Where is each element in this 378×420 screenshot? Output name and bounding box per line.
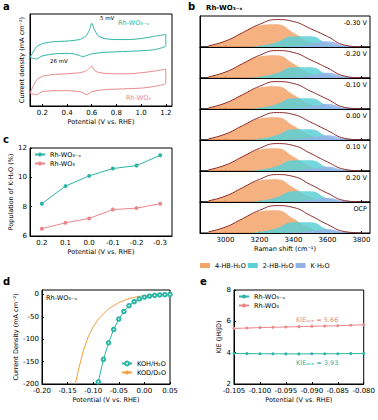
svg-text:-0.080: -0.080 (352, 387, 375, 395)
svg-text:Rh-WO₃: Rh-WO₃ (254, 302, 279, 310)
svg-text:-0.20 V: -0.20 V (344, 50, 368, 58)
svg-text:KIEₐᵥₑ = 3.93: KIEₐᵥₑ = 3.93 (296, 359, 338, 367)
svg-text:0.2: 0.2 (36, 239, 47, 247)
svg-text:0.00 V: 0.00 V (346, 112, 368, 120)
svg-text:Rh-WO₃: Rh-WO₃ (50, 160, 75, 168)
svg-text:Rh-WO₃₋ₓ: Rh-WO₃₋ₓ (118, 19, 149, 27)
svg-text:10: 10 (18, 173, 27, 181)
svg-text:3200: 3200 (251, 236, 269, 244)
svg-text:Potential (V vs. RHE): Potential (V vs. RHE) (67, 248, 134, 256)
svg-text:0.1: 0.1 (60, 239, 71, 247)
svg-text:-0.10: -0.10 (84, 387, 102, 395)
svg-text:-0.30 V: -0.30 V (344, 19, 368, 27)
svg-text:-150: -150 (23, 358, 39, 366)
svg-text:5 mV: 5 mV (100, 15, 115, 21)
svg-text:4-HB-H₂O: 4-HB-H₂O (215, 262, 246, 270)
svg-text:Current Density (mA cm⁻²): Current Density (mA cm⁻²) (12, 293, 20, 380)
svg-text:4: 4 (227, 349, 232, 357)
svg-text:-0.15: -0.15 (59, 387, 77, 395)
svg-text:KOD/D₂O: KOD/D₂O (137, 369, 166, 377)
svg-text:1.0: 1.0 (136, 109, 147, 117)
svg-text:Population of K·H₂O (%): Population of K·H₂O (%) (7, 154, 15, 231)
svg-text:Potential (V vs. RHE): Potential (V vs. RHE) (265, 396, 332, 404)
svg-text:K·H₂O: K·H₂O (311, 262, 330, 270)
svg-text:6: 6 (227, 317, 232, 325)
svg-text:-0.2: -0.2 (130, 239, 144, 247)
svg-text:0.10 V: 0.10 V (346, 143, 368, 151)
svg-text:KIE (jH/jD): KIE (jH/jD) (215, 320, 223, 353)
svg-text:-0.10 V: -0.10 V (344, 81, 368, 89)
svg-text:a: a (3, 1, 10, 12)
svg-text:Rh-WO₃: Rh-WO₃ (126, 94, 151, 102)
svg-text:-0.090: -0.090 (301, 387, 324, 395)
svg-text:-0.05: -0.05 (110, 387, 128, 395)
svg-text:Rh-WO₃₋ₓ: Rh-WO₃₋ₓ (50, 151, 81, 159)
svg-text:-0.095: -0.095 (275, 387, 298, 395)
svg-text:-0.085: -0.085 (326, 387, 349, 395)
svg-text:12: 12 (18, 144, 27, 152)
svg-text:0.00: 0.00 (137, 387, 153, 395)
svg-text:KOH/H₂O: KOH/H₂O (137, 360, 166, 368)
svg-text:d: d (3, 276, 10, 287)
svg-text:-0.100: -0.100 (249, 387, 272, 395)
svg-text:Potential (V vs. RHE): Potential (V vs. RHE) (72, 396, 139, 404)
svg-text:8: 8 (227, 286, 231, 294)
svg-text:OCP: OCP (353, 205, 367, 213)
svg-text:Rh-WO₃₋ₓ: Rh-WO₃₋ₓ (254, 293, 285, 301)
svg-text:3600: 3600 (319, 236, 337, 244)
svg-text:e: e (200, 276, 207, 287)
svg-text:Potential (V vs. RHE): Potential (V vs. RHE) (67, 118, 134, 126)
svg-text:0.6: 0.6 (86, 109, 98, 117)
svg-text:KIEₐᵥₑ = 5.66: KIEₐᵥₑ = 5.66 (296, 316, 338, 324)
svg-text:-200: -200 (23, 380, 39, 388)
svg-text:Rh-WO₃₋ₓ: Rh-WO₃₋ₓ (206, 4, 242, 12)
svg-text:3400: 3400 (285, 236, 303, 244)
svg-text:0.20 V: 0.20 V (346, 174, 368, 182)
svg-text:6: 6 (23, 232, 28, 240)
svg-text:-0.105: -0.105 (223, 387, 246, 395)
svg-text:2: 2 (226, 380, 231, 388)
svg-text:2-HB-H₂O: 2-HB-H₂O (263, 262, 294, 270)
svg-text:3000: 3000 (217, 236, 235, 244)
svg-text:Current density (mA cm⁻²): Current density (mA cm⁻²) (18, 17, 26, 103)
svg-text:Rh-WO₃₋ₓ: Rh-WO₃₋ₓ (46, 294, 77, 302)
svg-text:0.4: 0.4 (61, 109, 73, 117)
svg-text:0.0: 0.0 (84, 239, 95, 247)
svg-text:8: 8 (23, 203, 27, 211)
svg-text:-50: -50 (28, 313, 39, 321)
svg-text:26 mV: 26 mV (50, 58, 68, 64)
svg-text:-0.3: -0.3 (153, 239, 167, 247)
svg-text:-100: -100 (23, 335, 39, 343)
svg-text:-0.1: -0.1 (106, 239, 120, 247)
svg-text:-0.20: -0.20 (33, 387, 51, 395)
svg-text:Raman shift (cm⁻¹): Raman shift (cm⁻¹) (254, 245, 316, 253)
svg-text:0.8: 0.8 (111, 109, 122, 117)
svg-text:1.2: 1.2 (160, 109, 171, 117)
svg-text:3800: 3800 (353, 236, 371, 244)
svg-text:0.2: 0.2 (37, 109, 48, 117)
svg-text:0.05: 0.05 (162, 387, 178, 395)
svg-text:0: 0 (35, 290, 39, 298)
svg-text:c: c (3, 134, 9, 145)
svg-text:b: b (188, 1, 195, 12)
